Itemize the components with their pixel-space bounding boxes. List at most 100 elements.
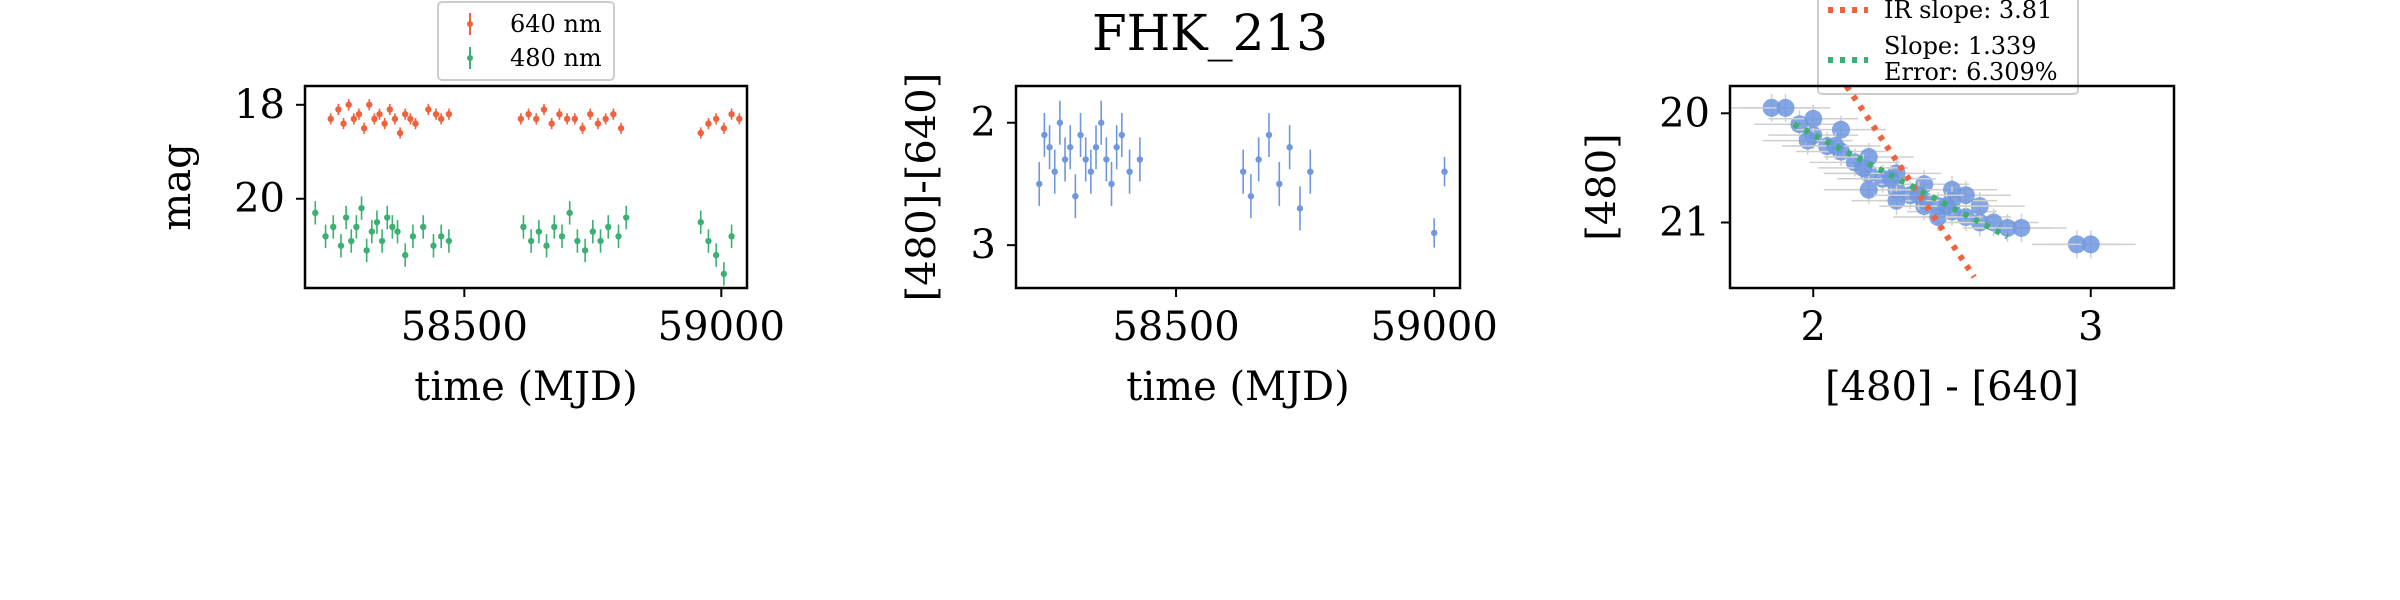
data-point (712, 115, 720, 123)
data-point (705, 237, 712, 245)
data-point (437, 115, 445, 123)
data-point (520, 223, 527, 231)
data-point (1255, 156, 1262, 163)
y-axis-label: [480]-[640] (899, 73, 945, 302)
data-point (1092, 144, 1100, 151)
x-tick-label: 58500 (401, 304, 528, 350)
data-point (360, 125, 368, 132)
data-point (589, 228, 597, 235)
data-point (1067, 144, 1074, 151)
data-point (348, 237, 355, 245)
y-axis-label: mag (154, 143, 200, 230)
data-point (1265, 131, 1273, 139)
x-tick-label: 3 (2078, 304, 2103, 350)
data-point (1077, 131, 1084, 139)
data-point (728, 110, 735, 118)
data-point (1276, 180, 1283, 188)
panel-2-plot-area (1036, 100, 1448, 248)
data-point (548, 120, 555, 127)
legend-ir-slope-label: IR slope: 3.81 (1884, 0, 2052, 24)
x-axis-label: time (MJD) (1126, 364, 1349, 410)
panel-3-plot-area (1730, 86, 2136, 279)
data-point (1087, 168, 1095, 175)
data-point (2081, 235, 2100, 254)
data-point (527, 237, 535, 245)
data-point (1832, 120, 1850, 139)
data-point (432, 110, 440, 118)
data-point (1859, 180, 1878, 199)
panel-1: 58500 59000 18 20 time (MJD) mag (154, 82, 785, 410)
data-point (571, 115, 579, 123)
data-point (396, 129, 404, 137)
panel-3: 2 3 20 21 [480] - [640] [480] (1579, 84, 2176, 410)
panel-2: 58500 59000 2 3 time (MJD) [480]-[640] (899, 73, 1498, 410)
data-point (340, 120, 347, 127)
data-point (697, 129, 704, 137)
data-point (330, 223, 337, 231)
data-point (1103, 156, 1110, 163)
data-point (558, 233, 566, 240)
data-point (587, 110, 594, 118)
data-point (445, 110, 453, 118)
data-point (1798, 131, 1817, 150)
y-tick-label: 18 (234, 82, 285, 128)
data-point (366, 101, 373, 108)
data-point (563, 115, 571, 123)
legend-slope-text: Slope: 1.339 (1884, 32, 2037, 60)
data-point (391, 115, 399, 123)
data-point (353, 223, 360, 231)
panel-1-plot-area (312, 99, 743, 286)
data-point (1247, 192, 1255, 200)
data-point (389, 223, 396, 231)
data-point (363, 247, 370, 254)
data-point (1041, 131, 1048, 139)
data-point (312, 209, 319, 217)
data-point (610, 110, 617, 118)
data-point (335, 106, 342, 113)
x-tick-label: 58500 (1112, 304, 1239, 350)
x-axis-label: [480] - [640] (1825, 364, 2079, 410)
data-point (1307, 168, 1314, 175)
data-point (402, 110, 409, 118)
data-point (597, 237, 604, 245)
data-point (535, 228, 543, 235)
data-point (327, 115, 334, 123)
data-point (1937, 197, 1956, 216)
data-point (615, 233, 622, 240)
data-point (623, 214, 630, 221)
data-point (1136, 156, 1144, 163)
data-point (697, 219, 704, 226)
data-point (2012, 218, 2031, 237)
data-point (720, 125, 728, 132)
data-point (420, 223, 427, 231)
data-point (1286, 144, 1293, 151)
data-point (581, 247, 589, 254)
data-point (540, 106, 548, 113)
data-point (368, 228, 376, 235)
data-point (574, 237, 581, 245)
data-point (342, 214, 350, 221)
data-point (712, 251, 720, 259)
legend-slope-label: Slope: 1.339 (1884, 32, 2037, 60)
data-point (407, 115, 414, 123)
legend-480-dot (467, 55, 473, 61)
data-point (337, 242, 345, 249)
y-axis-label: [480] (1579, 133, 1625, 241)
data-point (358, 204, 365, 212)
data-point (594, 120, 602, 127)
data-point (1804, 109, 1823, 128)
data-point (1082, 156, 1089, 163)
data-point (1036, 180, 1043, 188)
data-point (384, 214, 391, 221)
legend-640-label: 640 nm (510, 10, 602, 38)
panels: 58500 59000 18 20 time (MJD) mag 58500 59000 2 3 t… (154, 73, 2176, 410)
data-point (1881, 169, 1900, 188)
data-point (412, 120, 419, 127)
data-point (425, 106, 432, 113)
data-point (386, 106, 394, 113)
fit-line-2 (1792, 121, 2009, 240)
data-point (556, 110, 563, 118)
data-point (728, 233, 735, 240)
data-point (1046, 144, 1053, 151)
